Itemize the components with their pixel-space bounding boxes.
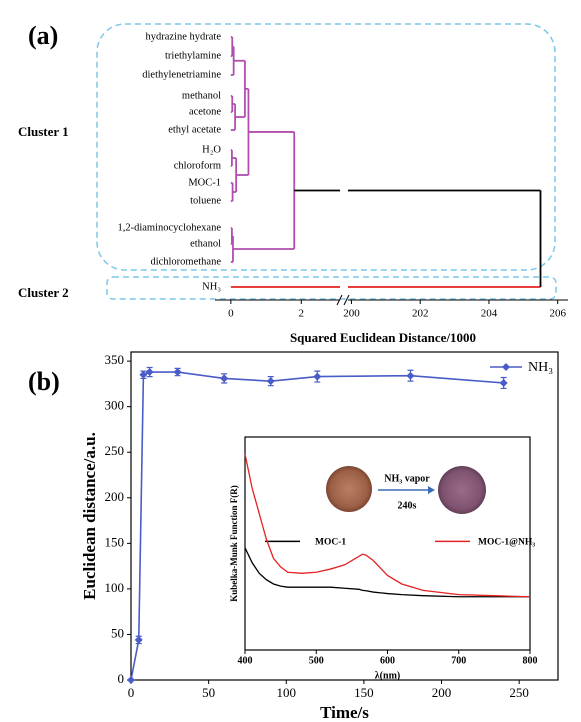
cluster-label: Cluster 2 (18, 285, 69, 300)
leaf-label: ethanol (190, 238, 221, 249)
arrow-head (428, 486, 435, 494)
marker (220, 374, 229, 383)
y-tick-label: 0 (118, 671, 125, 686)
y-tick-label: 350 (105, 352, 125, 367)
x-tick-label: 100 (277, 685, 297, 700)
x-axis-title: Time/s (320, 703, 369, 722)
y-tick-label: 200 (105, 489, 125, 504)
y-axis-title: Kubelka-Munk Function F(R) (229, 485, 239, 602)
leaf-label: triethylamine (165, 50, 221, 61)
y-tick-label: 100 (105, 580, 125, 595)
leaf-label: 1,2-diaminocyclohexane (117, 222, 221, 233)
legend-label: MOC-1 (315, 538, 346, 548)
x-tick-label: 202 (412, 308, 429, 320)
cluster-box (96, 23, 556, 271)
x-tick-label: 200 (432, 685, 452, 700)
marker (499, 378, 508, 387)
leaf-label: NH₃ (202, 281, 221, 292)
axis-break (336, 294, 350, 306)
x-tick-label: 800 (523, 655, 538, 666)
y-tick-label: 250 (105, 443, 125, 458)
series-line (130, 371, 504, 681)
leaf-label: MOC-1 (188, 177, 221, 188)
x-tick-label: 0 (128, 685, 135, 700)
x-tick-label: 600 (380, 655, 395, 666)
marker (127, 676, 135, 684)
legend-label: NH₃ (528, 360, 553, 375)
cluster-label: Cluster 1 (18, 124, 69, 139)
marker (313, 372, 322, 381)
inset-photos (326, 466, 486, 514)
x-tick-label: 206 (549, 308, 566, 320)
panel-label: (a) (28, 21, 58, 50)
x-tick-label: 200 (343, 308, 360, 320)
photo-after (438, 466, 486, 514)
x-tick-label: 204 (481, 308, 498, 320)
series-line (244, 547, 530, 598)
y-axis-title: Euclidean distance/a.u. (80, 432, 99, 600)
annotation: 240s (398, 500, 417, 511)
marker (266, 377, 275, 386)
marker (173, 368, 182, 377)
x-tick-label: 2 (299, 308, 305, 320)
plot-layer: (a) hydrazine hydrate triethylamine diethyl… (18, 21, 568, 722)
legend-label: MOC-1@NH₃ (478, 538, 535, 548)
x-tick-label: 250 (509, 685, 529, 700)
leaf-label: ethyl acetate (168, 124, 221, 135)
x-axis-title: Squared Euclidean Distance/1000 (290, 330, 476, 345)
marker (134, 635, 143, 644)
x-tick-label: 0 (228, 308, 234, 320)
annotation: NH₃ vapor (384, 473, 430, 484)
photo-before (326, 466, 372, 512)
x-tick-label: 500 (309, 655, 324, 666)
marker (145, 368, 154, 377)
leaf-label: hydrazine hydrate (145, 31, 221, 42)
x-tick-label: 50 (202, 685, 215, 700)
leaf-label: acetone (189, 106, 221, 117)
plot-frame (244, 436, 531, 651)
x-tick-label: 400 (238, 655, 253, 666)
panel-label: (b) (28, 367, 60, 396)
leaf-label: chloroform (174, 160, 221, 171)
y-tick-label: 300 (105, 398, 125, 413)
leaf-label: H₂O (202, 144, 221, 155)
leaf-label: diethylenetriamine (142, 69, 221, 80)
y-tick-label: 150 (105, 534, 125, 549)
cluster-box (106, 276, 557, 300)
x-axis-title: λ(nm) (375, 670, 400, 681)
x-tick-label: 150 (354, 685, 374, 700)
marker (406, 371, 415, 380)
legend-marker (502, 363, 510, 371)
series-line (244, 453, 531, 598)
leaf-label: toluene (190, 195, 221, 206)
leaf-label: dichloromethane (150, 256, 221, 267)
y-tick-label: 50 (111, 625, 124, 640)
leaf-label: methanol (182, 90, 221, 101)
marker (139, 370, 148, 379)
x-tick-label: 700 (451, 655, 466, 666)
